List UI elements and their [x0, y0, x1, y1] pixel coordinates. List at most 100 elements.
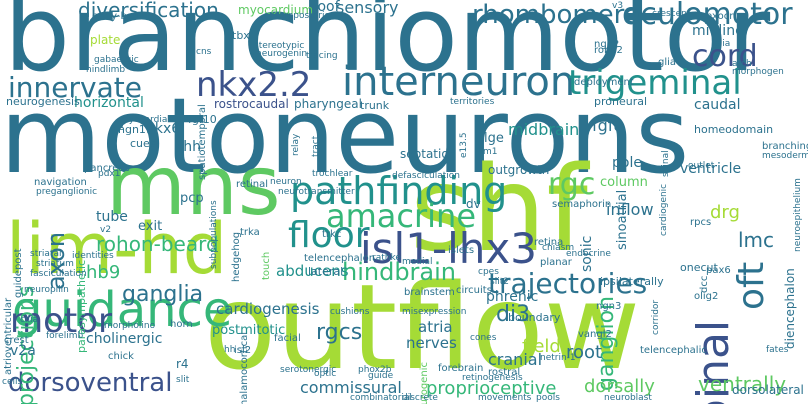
- word: pools: [536, 393, 560, 403]
- word: neuropilin: [24, 285, 69, 295]
- word: tracing: [306, 51, 338, 61]
- word: postmitotic: [212, 323, 286, 338]
- word: atria: [418, 318, 453, 336]
- word: trkc: [322, 229, 342, 240]
- word: outflow: [204, 258, 641, 396]
- word: diencephalon: [783, 268, 797, 349]
- word: ngn3: [596, 301, 622, 312]
- word: myocardium: [238, 3, 314, 17]
- word: chick: [108, 351, 134, 362]
- word: cones: [470, 333, 497, 343]
- word: guidance: [12, 282, 233, 338]
- word: serotonergic: [280, 365, 337, 375]
- word: trigeminal: [568, 63, 742, 103]
- word: cardiogenic: [659, 183, 669, 236]
- word: neurogenesis: [6, 95, 80, 108]
- word: vangl2: [578, 329, 612, 340]
- word: rostrocaudal: [214, 97, 289, 111]
- word: myocardial: [120, 115, 170, 125]
- word: glia: [714, 39, 731, 49]
- word: neurotransmitter: [278, 187, 355, 197]
- word: netrin-1: [540, 353, 576, 363]
- word: di3: [496, 302, 531, 327]
- word: horn: [170, 319, 193, 330]
- word: phrenic: [486, 289, 539, 305]
- word: corridor: [651, 299, 661, 335]
- word: cord: [692, 39, 758, 74]
- word: pharyngeal: [294, 97, 362, 111]
- word: deployment: [574, 77, 634, 88]
- word: preganglionic: [36, 187, 98, 197]
- word: pole: [612, 155, 642, 171]
- word: interneuron: [342, 59, 576, 105]
- word: nkx2.2: [196, 65, 312, 105]
- word: branchiomotor: [4, 0, 771, 95]
- word: touch: [261, 251, 272, 280]
- word: stereotypic: [254, 41, 305, 51]
- word: anteroposterior: [264, 11, 334, 21]
- word: facial: [274, 333, 301, 344]
- word: identities: [72, 251, 114, 261]
- word: amacrine: [326, 197, 476, 235]
- word: di2: [110, 123, 124, 133]
- word: isl2: [234, 345, 252, 356]
- word: trka: [240, 227, 260, 238]
- word: ventricle: [680, 161, 742, 177]
- word: hb9: [86, 262, 121, 283]
- word: septation: [400, 147, 457, 161]
- word: morphogen: [732, 67, 784, 77]
- word: retinogenesis: [462, 373, 523, 383]
- word: arch: [732, 59, 752, 69]
- word: sensory: [336, 0, 399, 17]
- word: spinal: [661, 150, 671, 177]
- word: neuron: [270, 177, 302, 187]
- word: forebrain: [438, 363, 484, 374]
- word: cues: [130, 137, 156, 150]
- word: v2a: [10, 343, 36, 359]
- word: retinal: [236, 179, 268, 190]
- word: rathke: [372, 253, 401, 263]
- word: trochlear: [312, 169, 353, 179]
- word: chiasm: [542, 243, 575, 253]
- word: cranial: [488, 350, 543, 369]
- word: outlet: [688, 161, 715, 171]
- word: diversification: [78, 0, 219, 22]
- word: dorsally: [584, 376, 655, 397]
- word: glia: [658, 57, 677, 68]
- word: endocrine: [566, 249, 611, 259]
- word: onecut: [680, 261, 718, 274]
- word: proprioceptive: [426, 378, 557, 399]
- word: atrioventricular: [3, 297, 14, 375]
- word: robo2: [594, 45, 623, 56]
- word: fasciculation: [30, 269, 87, 279]
- word: neuroepithelium: [793, 178, 803, 252]
- word: fates: [766, 345, 789, 355]
- word: oft: [731, 261, 772, 310]
- word: floor: [288, 215, 370, 256]
- word: rpcs: [690, 217, 712, 228]
- word: e13.5: [459, 132, 469, 158]
- word: branching: [762, 141, 808, 152]
- word: boundary: [508, 311, 561, 324]
- word: discrete: [402, 393, 438, 403]
- word: mesoderm: [762, 151, 808, 161]
- word: crest: [4, 335, 29, 346]
- word: abducens: [276, 262, 349, 280]
- word: cpes: [478, 267, 499, 277]
- word: morpholino: [104, 321, 156, 331]
- word: combinatorial: [350, 393, 412, 403]
- word: semaphorin: [552, 199, 612, 210]
- word: mns: [106, 139, 281, 234]
- word: lim1: [478, 147, 498, 157]
- word: gabaergic: [94, 55, 139, 65]
- word: hh: [224, 345, 236, 355]
- word: isl1-lhx3: [360, 224, 537, 273]
- word: exocrine: [706, 11, 749, 22]
- word: navigation: [34, 177, 87, 188]
- word: thalamocortical: [239, 332, 250, 404]
- word: rgcs: [316, 320, 363, 345]
- word: plate: [90, 33, 121, 47]
- word: dorsolateral: [732, 383, 804, 397]
- word: tube: [96, 209, 128, 225]
